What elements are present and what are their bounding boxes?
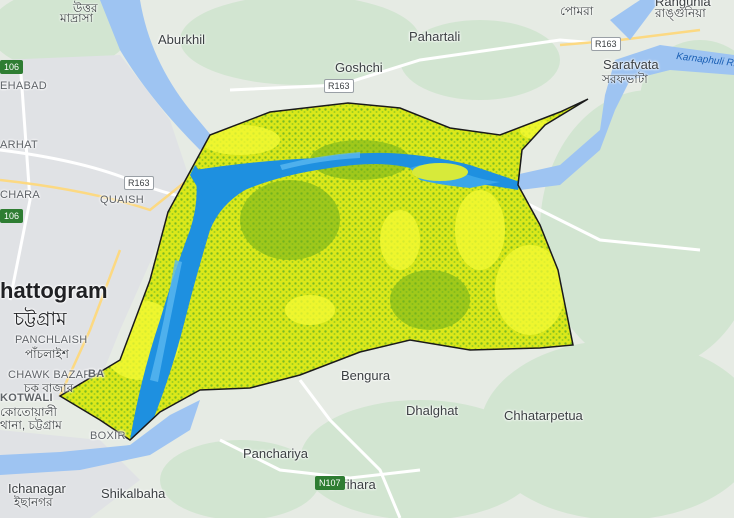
place-label-pomra: পোমরা [560, 4, 594, 18]
road-shield-r163: R163 [124, 176, 154, 190]
place-label-shikalbaha: Shikalbaha [101, 486, 166, 501]
place-label-chhatarpetua: Chhatarpetua [504, 408, 583, 423]
place-label-rangunia-bn: রাঙ্গুনিয়া [655, 6, 706, 20]
place-label-sarafvata: Sarafvata [603, 57, 659, 72]
place-label-uttar: উত্তর [73, 1, 98, 15]
place-label-thana-bn: থানা, চট্টগ্রাম [0, 418, 62, 432]
urban-area [0, 55, 190, 400]
place-label-sarafvata-bn: সরফভাটা [602, 72, 648, 86]
river [0, 0, 734, 475]
place-label-chattogram: hattogram [0, 278, 108, 303]
place-label-panchlaish-bn: পাঁচলাইশ [25, 347, 69, 361]
place-label-rangunia: Rangunia [655, 0, 711, 9]
place-label-panchlaish: PANCHLAISH [15, 334, 88, 346]
place-label-boxir: BOXIR [90, 430, 126, 442]
place-label-pahartali: Pahartali [409, 29, 461, 44]
road-shield-r163: R163 [591, 37, 621, 51]
place-label-goshchi: Goshchi [335, 60, 383, 75]
place-label-chara: CHARA [0, 189, 41, 201]
place-label-madrasa: মাদ্রাসা [60, 11, 94, 25]
place-label-quaish: QUAISH [100, 194, 144, 206]
place-label-aburkhil: Aburkhil [158, 32, 205, 47]
place-label-arhat: ARHAT [0, 139, 38, 151]
place-label-ehabad: EHABAD [0, 80, 48, 92]
place-label-chawkbazar: CHAWK BAZAR [8, 369, 92, 381]
place-label-ichanagar: Ichanagar [8, 481, 66, 496]
place-label-chattogram-bn: চট্টগ্রাম [14, 309, 67, 330]
road-shield-106: 106 [0, 60, 24, 74]
place-label-ba: BA [88, 368, 105, 380]
aoi-boundary [58, 98, 589, 441]
place-label-bengura: Bengura [341, 368, 391, 383]
place-label-dhalghat: Dhalghat [406, 403, 459, 418]
road-shield-r163: R163 [324, 79, 354, 93]
place-label-panchariya: Panchariya [243, 446, 309, 461]
place-label-kotwali-bn: কোতোয়ালী [0, 405, 57, 419]
place-label-ichanagar-bn: ইছানগর [14, 495, 53, 509]
road-shield-n107: N107 [315, 476, 345, 490]
road-shield-106: 106 [0, 209, 24, 223]
place-label-chawkbazar-bn: চক বাজার [24, 381, 74, 395]
place-label-kotwali: KOTWALI [0, 392, 53, 404]
